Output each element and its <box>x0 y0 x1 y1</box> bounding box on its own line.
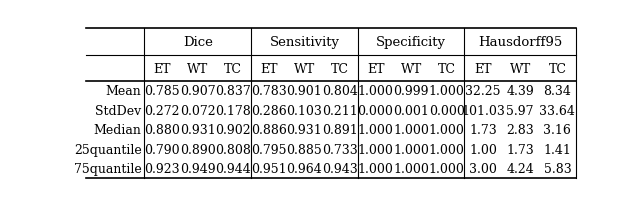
Text: Hausdorff95: Hausdorff95 <box>478 36 563 49</box>
Text: 0.885: 0.885 <box>287 143 323 156</box>
Text: 0.931: 0.931 <box>287 124 323 137</box>
Text: TC: TC <box>548 62 566 75</box>
Text: 0.902: 0.902 <box>216 124 251 137</box>
Text: 75quantile: 75quantile <box>74 162 141 175</box>
Text: 33.64: 33.64 <box>540 104 575 117</box>
Text: 0.783: 0.783 <box>251 85 287 98</box>
Text: 25quantile: 25quantile <box>74 143 141 156</box>
Text: 1.000: 1.000 <box>429 143 465 156</box>
Text: 0.286: 0.286 <box>251 104 287 117</box>
Text: Specificity: Specificity <box>376 36 446 49</box>
Text: WT: WT <box>294 62 315 75</box>
Text: 0.901: 0.901 <box>287 85 323 98</box>
Text: 4.24: 4.24 <box>506 162 534 175</box>
Text: 1.000: 1.000 <box>429 85 465 98</box>
Text: 1.000: 1.000 <box>358 162 394 175</box>
Text: Dice: Dice <box>183 36 212 49</box>
Text: 0.790: 0.790 <box>145 143 180 156</box>
Text: 1.000: 1.000 <box>358 85 394 98</box>
Text: 1.00: 1.00 <box>469 143 497 156</box>
Text: 1.000: 1.000 <box>429 124 465 137</box>
Text: 0.072: 0.072 <box>180 104 216 117</box>
Text: 0.785: 0.785 <box>145 85 180 98</box>
Text: 0.999: 0.999 <box>394 85 429 98</box>
Text: Median: Median <box>93 124 141 137</box>
Text: 0.000: 0.000 <box>429 104 465 117</box>
Text: 0.001: 0.001 <box>393 104 429 117</box>
Text: ET: ET <box>367 62 384 75</box>
Text: 0.837: 0.837 <box>216 85 252 98</box>
Text: TC: TC <box>225 62 243 75</box>
Text: 1.73: 1.73 <box>506 143 534 156</box>
Text: 0.931: 0.931 <box>180 124 216 137</box>
Text: Mean: Mean <box>106 85 141 98</box>
Text: ET: ET <box>154 62 171 75</box>
Text: WT: WT <box>187 62 209 75</box>
Text: 8.34: 8.34 <box>543 85 572 98</box>
Text: 0.808: 0.808 <box>216 143 252 156</box>
Text: StdDev: StdDev <box>95 104 141 117</box>
Text: 0.795: 0.795 <box>251 143 287 156</box>
Text: 0.804: 0.804 <box>322 85 358 98</box>
Text: 0.943: 0.943 <box>322 162 358 175</box>
Text: 1.41: 1.41 <box>543 143 572 156</box>
Text: 0.000: 0.000 <box>358 104 394 117</box>
Text: Sensitivity: Sensitivity <box>269 36 339 49</box>
Text: 0.949: 0.949 <box>180 162 216 175</box>
Text: 0.886: 0.886 <box>251 124 287 137</box>
Text: 0.907: 0.907 <box>180 85 216 98</box>
Text: 5.97: 5.97 <box>506 104 534 117</box>
Text: 1.000: 1.000 <box>358 143 394 156</box>
Text: 3.00: 3.00 <box>469 162 497 175</box>
Text: 0.923: 0.923 <box>145 162 180 175</box>
Text: 4.39: 4.39 <box>506 85 534 98</box>
Text: 1.000: 1.000 <box>393 124 429 137</box>
Text: 0.211: 0.211 <box>322 104 358 117</box>
Text: 1.000: 1.000 <box>429 162 465 175</box>
Text: WT: WT <box>401 62 422 75</box>
Text: 32.25: 32.25 <box>465 85 500 98</box>
Text: 0.944: 0.944 <box>216 162 252 175</box>
Text: 0.880: 0.880 <box>144 124 180 137</box>
Text: 1.000: 1.000 <box>393 143 429 156</box>
Text: ET: ET <box>260 62 278 75</box>
Text: 0.951: 0.951 <box>251 162 287 175</box>
Text: 1.000: 1.000 <box>358 124 394 137</box>
Text: 2.83: 2.83 <box>506 124 534 137</box>
Text: TC: TC <box>331 62 349 75</box>
Text: 0.178: 0.178 <box>216 104 252 117</box>
Text: ET: ET <box>474 62 492 75</box>
Text: 0.890: 0.890 <box>180 143 216 156</box>
Text: 0.891: 0.891 <box>322 124 358 137</box>
Text: 5.83: 5.83 <box>543 162 572 175</box>
Text: 0.272: 0.272 <box>145 104 180 117</box>
Text: 101.03: 101.03 <box>461 104 505 117</box>
Text: 3.16: 3.16 <box>543 124 572 137</box>
Text: TC: TC <box>438 62 456 75</box>
Text: 1.73: 1.73 <box>469 124 497 137</box>
Text: 0.964: 0.964 <box>287 162 323 175</box>
Text: WT: WT <box>509 62 531 75</box>
Text: 0.733: 0.733 <box>322 143 358 156</box>
Text: 0.103: 0.103 <box>287 104 323 117</box>
Text: 1.000: 1.000 <box>393 162 429 175</box>
